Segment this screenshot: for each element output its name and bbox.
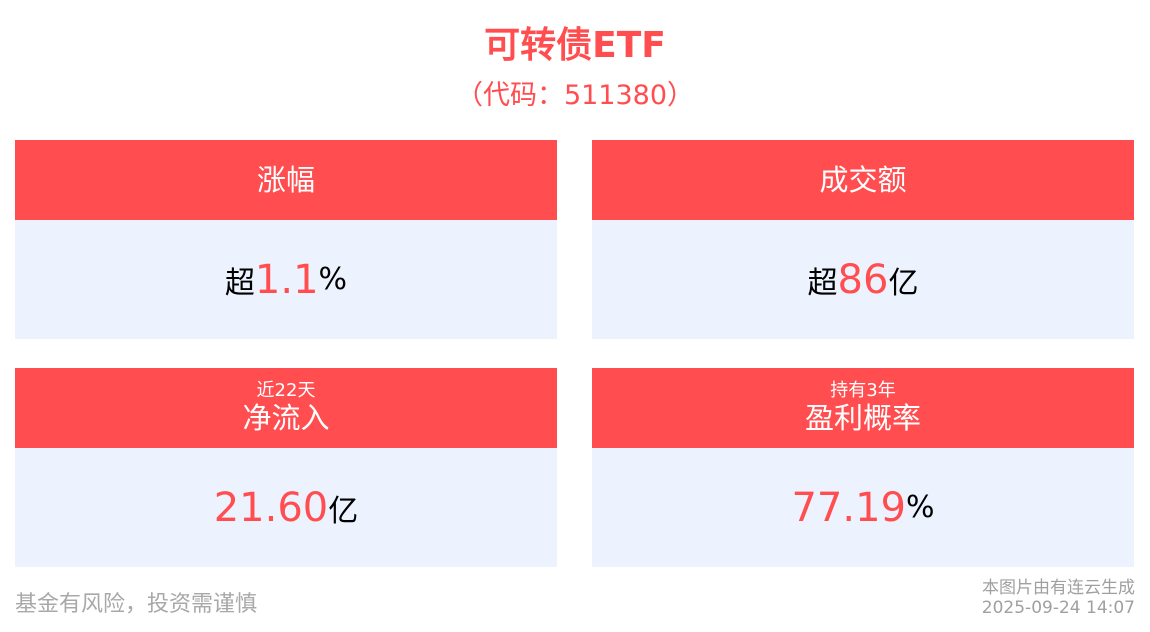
value-unit: 亿: [328, 493, 359, 529]
card-net-inflow: 近22天 净流入 21.60 亿: [15, 368, 557, 567]
value-unit: %: [906, 490, 935, 525]
credit: 本图片由有连云生成 2025-09-24 14:07: [982, 578, 1135, 618]
fund-code: （代码：511380）: [455, 80, 695, 111]
card-header: 涨幅: [15, 140, 557, 220]
timestamp: 2025-09-24 14:07: [981, 598, 1135, 618]
value-unit: %: [318, 262, 348, 297]
card-sublabel: 近22天: [256, 380, 316, 401]
credit-text: 本图片由有连云生成: [982, 578, 1135, 598]
card-label: 盈利概率: [804, 401, 921, 435]
card-header: 成交额: [592, 140, 1134, 220]
card-sublabel: 持有3年: [830, 380, 896, 401]
card-change: 涨幅 超 1.1%: [15, 140, 557, 339]
value-unit: 亿: [888, 265, 919, 301]
page-title: 可转债ETF: [484, 25, 666, 66]
card-label: 涨幅: [256, 163, 315, 197]
card-value: 86: [837, 256, 889, 303]
risk-disclaimer: 基金有风险，投资需谨慎: [15, 592, 258, 617]
card-value: 1.1: [254, 256, 319, 303]
value-prefix: 超: [224, 265, 255, 301]
card-profit-probability: 持有3年 盈利概率 77.19%: [592, 368, 1134, 567]
card-body: 超 86 亿: [592, 220, 1134, 339]
card-header: 近22天 净流入: [15, 368, 557, 448]
value-prefix: 超: [807, 265, 838, 301]
card-header: 持有3年 盈利概率: [592, 368, 1134, 448]
card-label: 成交额: [819, 163, 907, 197]
card-body: 77.19%: [592, 448, 1134, 567]
card-label: 净流入: [242, 401, 330, 435]
card-turnover: 成交额 超 86 亿: [592, 140, 1134, 339]
card-body: 超 1.1%: [15, 220, 557, 339]
card-body: 21.60 亿: [15, 448, 557, 567]
card-value: 77.19: [791, 484, 906, 531]
card-value: 21.60: [213, 484, 329, 531]
